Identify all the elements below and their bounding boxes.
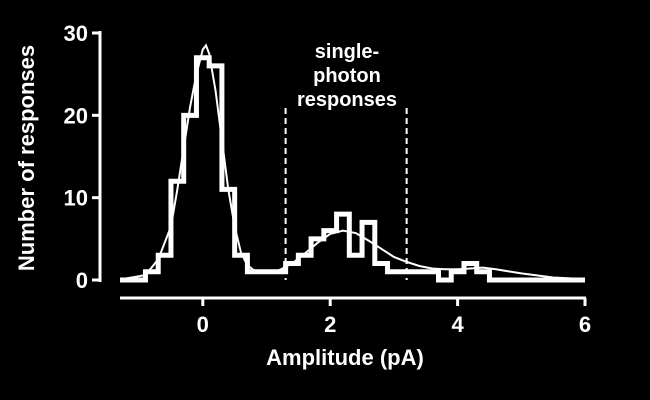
- axes: [98, 31, 586, 300]
- fit-curve: [126, 43, 586, 281]
- annotation-line-3: responses: [297, 89, 397, 111]
- annotation-line-1: single-: [315, 41, 379, 63]
- annotation-line-2: photon: [313, 65, 381, 87]
- histogram-outline: [120, 55, 585, 283]
- x-axis-label: Amplitude (pA): [266, 345, 424, 370]
- y-tick-label: 30: [64, 21, 88, 46]
- x-tick-label: 2: [324, 312, 336, 337]
- histogram: [120, 55, 585, 283]
- fit-curve-group: [126, 43, 586, 281]
- x-tick-label: 0: [197, 312, 209, 337]
- y-tick-label: 10: [64, 186, 88, 211]
- y-axis-label: Number of responses: [14, 45, 39, 271]
- x-tick-label: 4: [451, 312, 464, 337]
- ticks: 0 10 20 30 0 2 4 6: [64, 21, 592, 337]
- x-tick-label: 6: [579, 312, 591, 337]
- annotation: single- photon responses: [284, 41, 408, 280]
- y-tick-label: 20: [64, 103, 88, 128]
- y-tick-label: 0: [76, 268, 88, 293]
